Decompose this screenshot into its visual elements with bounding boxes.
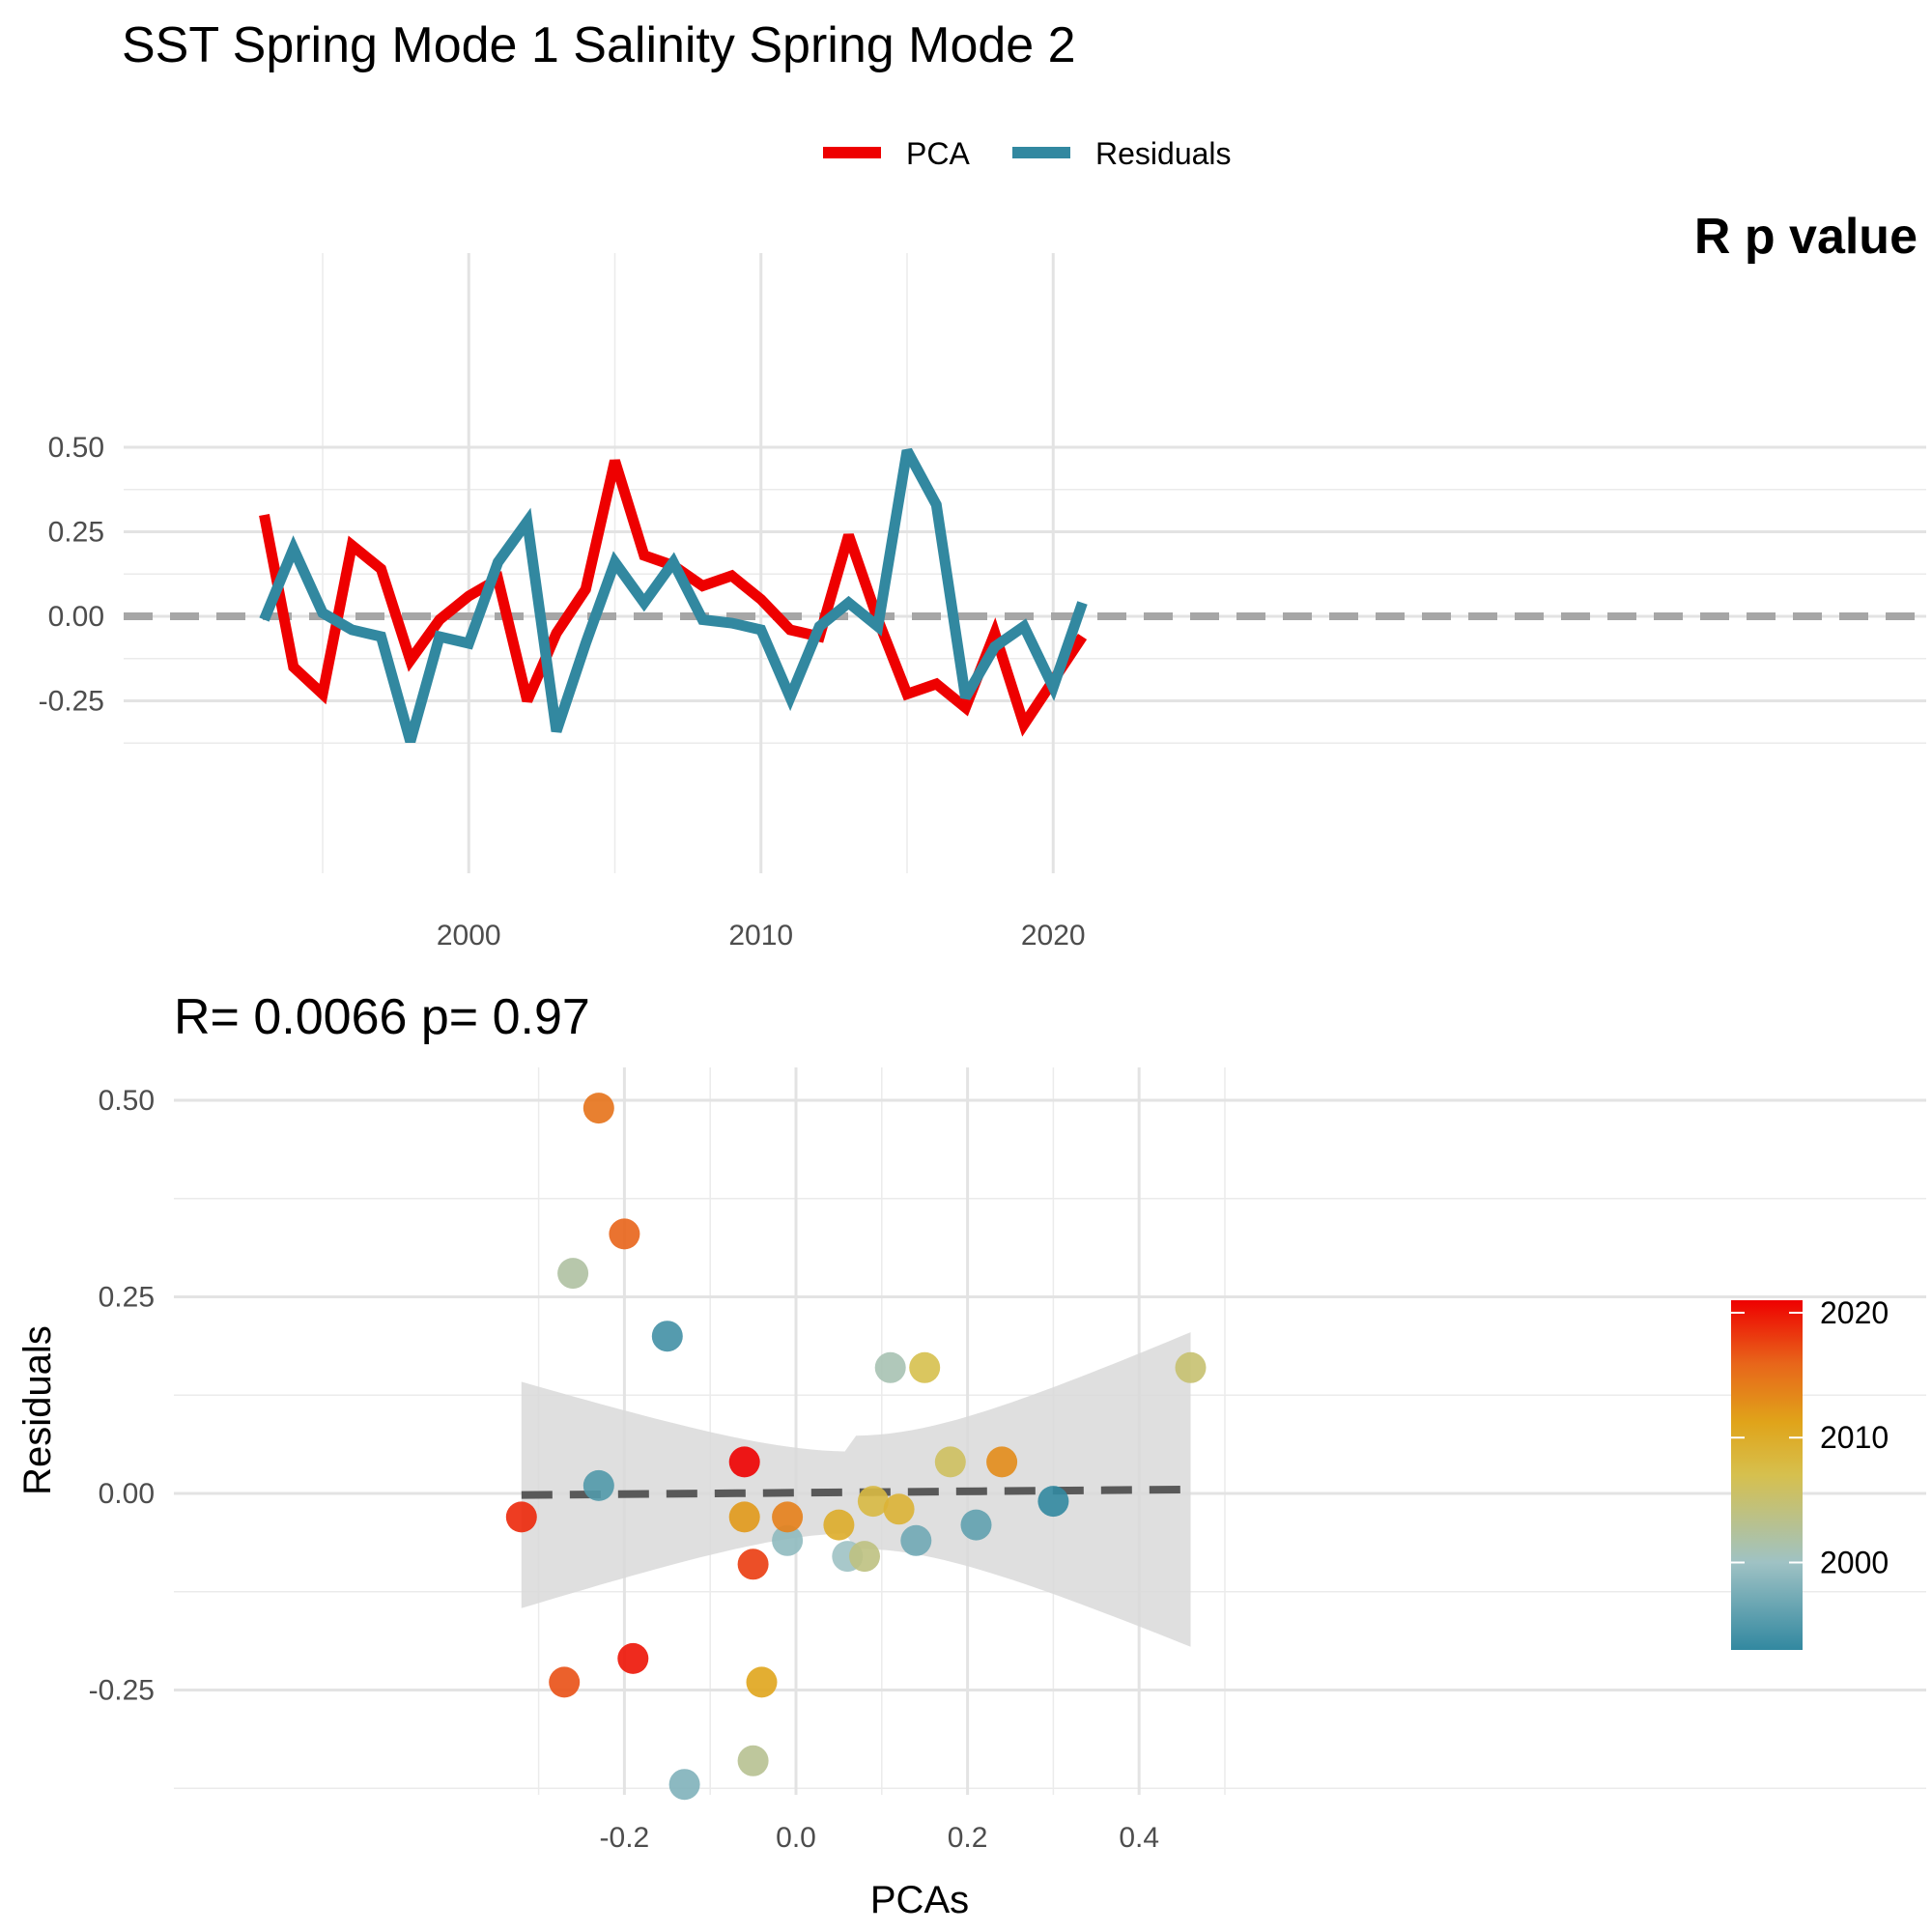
x-tick-label: 2000 <box>437 920 501 952</box>
scatter-point <box>549 1666 581 1698</box>
legend: PCA Residuals <box>823 136 1232 171</box>
colorbar-gradient <box>1731 1300 1803 1650</box>
colorbar: 2020 2010 2000 <box>1731 1295 1889 1650</box>
y-tick-label: 0.25 <box>48 517 104 549</box>
scatter-point <box>772 1524 804 1556</box>
scatter-point <box>934 1446 966 1478</box>
y-tick-label: 0.50 <box>99 1085 155 1117</box>
scatter-point <box>1175 1351 1207 1383</box>
y-axis-label: Residuals <box>16 1325 59 1495</box>
scatter-point <box>857 1486 889 1518</box>
y-tick-label: -0.25 <box>89 1675 155 1707</box>
x-tick-label: 0.0 <box>776 1822 816 1854</box>
y-tick-label: -0.25 <box>39 686 104 718</box>
colorbar-ticks: 2020 2010 2000 <box>1731 1295 1889 1580</box>
scatter-point <box>986 1446 1018 1478</box>
scatter-point <box>505 1501 537 1533</box>
scatter-point <box>772 1501 804 1533</box>
x-tick-label: -0.2 <box>600 1822 650 1854</box>
y-tick-label: 0.00 <box>99 1478 155 1510</box>
scatter-point <box>609 1218 640 1250</box>
y-tick-label: 0.00 <box>48 601 104 633</box>
scatter-point <box>1037 1486 1069 1518</box>
x-tick-label: 2010 <box>728 920 793 952</box>
scatter-point <box>582 1093 614 1124</box>
scatter-point <box>617 1642 649 1674</box>
top-series-lines <box>259 447 1088 743</box>
correlation-subtitle: R= 0.0066 p= 0.97 <box>174 989 590 1045</box>
x-axis-label: PCAs <box>870 1879 969 1921</box>
scatter-points <box>505 1093 1207 1801</box>
scatter-point <box>728 1501 760 1533</box>
series-line-residuals <box>259 447 1088 743</box>
scatter-point <box>849 1541 880 1573</box>
top-tick-labels: -0.25 0.00 0.25 0.50 2000 2010 2020 R p value <box>39 209 1918 952</box>
scatter-point <box>651 1321 683 1352</box>
scatter-point <box>900 1524 932 1556</box>
colorbar-tick-label: 2000 <box>1820 1546 1889 1580</box>
scatter-point <box>874 1351 906 1383</box>
legend-residuals-label: Residuals <box>1095 136 1232 171</box>
scatter-point <box>557 1258 589 1290</box>
legend-pca-label: PCA <box>906 136 970 171</box>
scatter-point <box>909 1351 941 1383</box>
corner-label: R p value <box>1694 209 1918 265</box>
scatter-point <box>883 1493 915 1525</box>
scatter-point <box>737 1548 769 1580</box>
scatter-point <box>960 1509 992 1541</box>
colorbar-tick-label: 2020 <box>1820 1295 1889 1330</box>
y-tick-label: 0.25 <box>99 1282 155 1314</box>
colorbar-tick-label: 2010 <box>1820 1420 1889 1455</box>
scatter-point <box>728 1446 760 1478</box>
scatter-point <box>737 1745 769 1776</box>
chart-title: SST Spring Mode 1 Salinity Spring Mode 2 <box>122 17 1076 73</box>
x-tick-label: 0.4 <box>1119 1822 1159 1854</box>
scatter-point <box>582 1469 614 1501</box>
x-tick-label: 0.2 <box>948 1822 988 1854</box>
x-tick-label: 2020 <box>1021 920 1086 952</box>
y-tick-label: 0.50 <box>48 432 104 464</box>
bottom-tick-labels: -0.25 0.00 0.25 0.50 -0.2 0.0 0.2 0.4 <box>89 1085 1159 1854</box>
confidence-band <box>521 1332 1191 1647</box>
scatter-point <box>823 1509 855 1541</box>
regression-line <box>521 1485 1191 1499</box>
scatter-point <box>746 1666 778 1698</box>
top-gridlines <box>124 253 1926 873</box>
scatter-point <box>668 1769 700 1801</box>
